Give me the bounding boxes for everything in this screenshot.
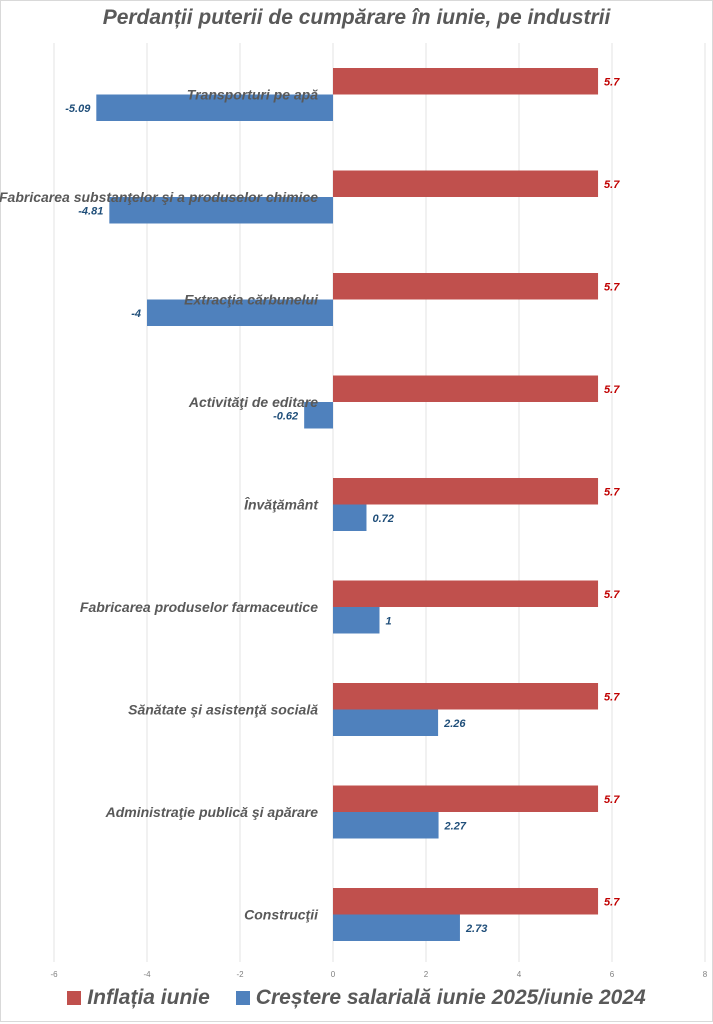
data-label: 5.7 xyxy=(604,794,620,806)
bar-salary-growth xyxy=(333,812,439,839)
x-tick-label: 4 xyxy=(517,970,522,979)
data-label: 5.7 xyxy=(604,76,620,88)
data-label: 2.26 xyxy=(443,718,466,730)
data-label: 2.73 xyxy=(465,923,487,935)
x-tick-label: 2 xyxy=(424,970,429,979)
bar-inflation xyxy=(333,683,599,710)
data-label: -4 xyxy=(131,308,141,320)
bar-inflation xyxy=(333,478,599,505)
category-label: Transporturi pe apă xyxy=(187,87,318,103)
data-label: -0.62 xyxy=(273,410,298,422)
x-tick-label: 0 xyxy=(331,970,336,979)
data-label: 5.7 xyxy=(604,384,620,396)
legend-label-salary: Creștere salarială iunie 2025/iunie 2024 xyxy=(255,986,646,1009)
legend-item-salary[interactable]: Creștere salarială iunie 2025/iunie 2024 xyxy=(235,986,646,1010)
data-label: 2.27 xyxy=(444,820,467,832)
legend: Inflația iunie Creștere salarială iunie … xyxy=(0,986,713,1010)
x-tick-label: -2 xyxy=(236,970,244,979)
data-labels: 5.7 -5.09 5.7 -4.81 5.7 -4 5.7 -0.62 5.7 0.72 5.7 1… xyxy=(65,76,620,935)
x-tick-label: 6 xyxy=(610,970,615,979)
bar-salary-growth xyxy=(147,299,333,326)
x-axis-ticks: -6 -4 -2 0 2 4 6 8 xyxy=(50,970,707,979)
category-label: Fabricarea produselor farmaceutice xyxy=(80,599,318,615)
chart-title: Perdanții puterii de cumpărare în iunie,… xyxy=(102,6,611,29)
bar-salary-growth xyxy=(304,402,333,429)
bar-inflation xyxy=(333,888,599,915)
bar-inflation xyxy=(333,273,599,300)
x-tick-label: -6 xyxy=(50,970,58,979)
category-label: Sănătate şi asistenţă socială xyxy=(128,702,318,718)
category-labels: Transporturi pe apă Fabricarea substanţel… xyxy=(0,87,319,923)
category-label: Extracţia cărbunelui xyxy=(184,292,319,308)
bar-salary-growth xyxy=(109,197,334,224)
bar-salary-growth xyxy=(333,709,439,736)
data-label: -5.09 xyxy=(65,103,91,115)
data-label: 5.7 xyxy=(604,486,620,498)
legend-swatch-blue xyxy=(235,991,250,1005)
data-label: 1 xyxy=(386,615,392,627)
category-label: Activităţi de editare xyxy=(188,394,318,410)
data-label: 5.7 xyxy=(604,691,620,703)
data-label: -4.81 xyxy=(78,205,103,217)
legend-item-inflation[interactable]: Inflația iunie xyxy=(67,986,210,1010)
x-tick-label: 8 xyxy=(703,970,708,979)
bar-salary-growth xyxy=(333,504,367,531)
bar-inflation xyxy=(333,170,599,197)
bar-salary-growth xyxy=(333,914,460,941)
category-label: Construcţii xyxy=(244,907,319,923)
bar-salary-growth xyxy=(333,607,380,634)
category-label: Fabricarea substanţelor şi a produselor … xyxy=(0,189,318,205)
bar-inflation xyxy=(333,785,599,812)
bar-inflation xyxy=(333,68,599,95)
bar-inflation xyxy=(333,580,599,607)
bars xyxy=(96,68,599,941)
category-label: Învăţământ xyxy=(244,496,319,513)
data-label: 5.7 xyxy=(604,589,620,601)
bar-salary-growth xyxy=(96,94,333,121)
legend-swatch-red xyxy=(67,991,82,1005)
category-label: Administraţie publică şi apărare xyxy=(105,804,319,820)
data-label: 0.72 xyxy=(372,513,393,525)
bar-inflation xyxy=(333,375,599,402)
data-label: 5.7 xyxy=(604,896,620,908)
data-label: 5.7 xyxy=(604,179,620,191)
data-label: 5.7 xyxy=(604,281,620,293)
x-tick-label: -4 xyxy=(143,970,151,979)
legend-label-inflation: Inflația iunie xyxy=(87,986,210,1009)
